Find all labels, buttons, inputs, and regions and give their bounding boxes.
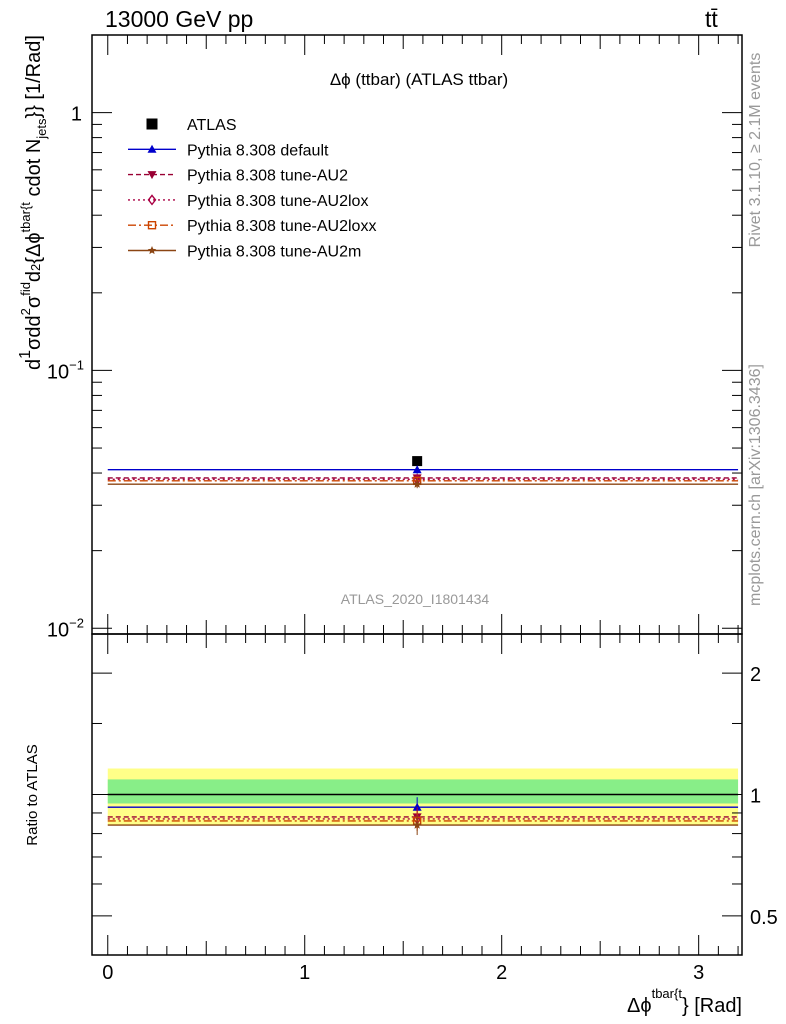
- legend-marker: [146, 118, 158, 130]
- legend-marker: [147, 220, 157, 230]
- plot-title: Δϕ (ttbar) (ATLAS ttbar): [330, 70, 508, 89]
- legend-label: Pythia 8.308 tune-AU2lox: [187, 193, 368, 210]
- x-tick-label: 3: [693, 962, 704, 984]
- x-tick-label: 0: [102, 962, 113, 984]
- legend-marker: [147, 144, 157, 153]
- ratio-y-axis-label-text: Ratio to ATLAS: [24, 744, 41, 845]
- legend-label: Pythia 8.308 default: [187, 142, 329, 159]
- legend-entry-pythia-8-308-default: Pythia 8.308 default: [128, 142, 329, 159]
- ratio-band-stat: [107, 779, 739, 804]
- legend-entry-pythia-8-308-tune-au2loxx: Pythia 8.308 tune-AU2loxx: [128, 218, 376, 235]
- x-tick-label: 1: [299, 962, 310, 984]
- legend-label: Pythia 8.308 tune-AU2m: [187, 244, 361, 261]
- y-tick-label: 10−2: [47, 615, 84, 641]
- y-tick-label: 1: [71, 104, 82, 126]
- ratio-y-tick-label: 0.5: [750, 907, 778, 929]
- legend-label: Pythia 8.308 tune-AU2loxx: [187, 218, 376, 235]
- series-pythia-8-308-tune-au2m-marker: [412, 479, 422, 488]
- ratio-pythia-8-308-default-marker: [412, 802, 422, 811]
- legend-label: Pythia 8.308 tune-AU2: [187, 168, 348, 185]
- y-tick-label: 10−1: [47, 357, 84, 383]
- x-axis-label: Δϕtbar{t} [Rad]: [627, 986, 742, 1017]
- y-axis-label-text: d1σdd2σfidd2{Δϕtbar{t cdot Njets}} [1/Ra…: [17, 35, 49, 370]
- legend-marker: [147, 194, 157, 206]
- rivet-label: Rivet 3.1.10, ≥ 2.1M events: [747, 52, 764, 248]
- legend-marker: [147, 246, 157, 255]
- header-left: 13000 GeV pp: [105, 6, 254, 32]
- ratio-y-tick-label: 2: [750, 664, 761, 686]
- ratio-y-axis-label: Ratio to ATLAS: [24, 744, 41, 845]
- legend-marker: [147, 171, 157, 180]
- legend-entry-atlas: ATLAS: [146, 117, 237, 134]
- data-point-atlas: [412, 456, 423, 467]
- legend-entry-pythia-8-308-tune-au2m: Pythia 8.308 tune-AU2m: [128, 244, 361, 261]
- header-right: tt̄: [705, 6, 718, 32]
- mcplots-label: mcplots.cern.ch [arXiv:1306.3436]: [747, 364, 764, 606]
- legend-entry-pythia-8-308-tune-au2: Pythia 8.308 tune-AU2: [128, 168, 348, 185]
- legend-entry-pythia-8-308-tune-au2lox: Pythia 8.308 tune-AU2lox: [128, 193, 368, 210]
- series-pythia-8-308-default-marker: [412, 465, 422, 474]
- ratio-y-tick-label: 1: [750, 786, 761, 808]
- analysis-watermark: ATLAS_2020_I1801434: [341, 591, 490, 607]
- legend-label: ATLAS: [187, 117, 237, 134]
- x-tick-label: 2: [496, 962, 507, 984]
- ratio-pythia-8-308-tune-au2m-marker: [412, 820, 422, 829]
- y-axis-label: d1σdd2σfidd2{Δϕtbar{t cdot Njets}} [1/Ra…: [17, 35, 49, 370]
